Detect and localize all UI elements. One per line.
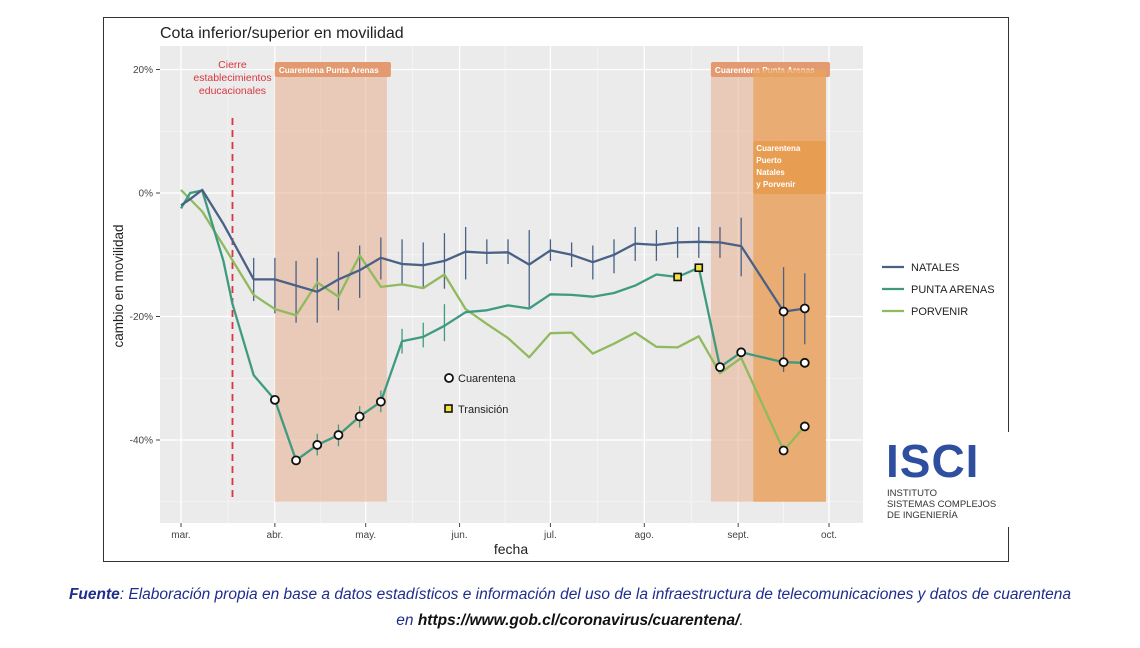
quarantine-marker-icon: [444, 373, 454, 383]
quarantine-label-line: y Porvenir: [756, 180, 795, 189]
source-label: Fuente: [68, 586, 120, 603]
quarantine-label-line: Cuarentena: [756, 144, 801, 153]
legend-label: NATALES: [911, 262, 960, 274]
y-tick-label: 20%: [133, 65, 153, 76]
legend-label: PUNTA ARENAS: [911, 284, 995, 296]
axes: 20% 0% -20% -40% mar. abr. may. jun. jul. ago. sep…: [130, 65, 837, 541]
transition-marker-icon: [444, 404, 453, 413]
quarantine-label-box: [274, 62, 391, 77]
point-markers: [269, 263, 810, 466]
x-tick-label: jul.: [543, 530, 557, 541]
x-axis-title: fecha: [494, 541, 528, 557]
transition-point: [694, 263, 704, 273]
legend-label: PORVENIR: [911, 306, 968, 318]
marker-legend: Cuarentena Transición: [444, 373, 516, 416]
logo-line-3: DE INGENIERÍA: [887, 510, 958, 521]
source-text: : Elaboración propia en base a datos est…: [119, 586, 1072, 629]
quarantine-point: [778, 357, 789, 368]
quarantine-period-band: [274, 69, 387, 502]
x-tick-label: jun.: [451, 530, 468, 541]
series-line-natales: [180, 188, 805, 313]
x-tick-label: abr.: [267, 530, 284, 541]
source-url[interactable]: https://www.gob.cl/coronavirus/cuarenten…: [417, 612, 740, 629]
x-tick-label: sept.: [727, 530, 749, 541]
quarantine-point: [799, 303, 810, 314]
series-legend: NATALES PUNTA ARENAS PORVENIR: [882, 262, 995, 318]
quarantine-point: [778, 306, 789, 317]
quarantine-point: [291, 455, 301, 466]
y-tick-label: 0%: [139, 189, 154, 200]
chart-title: Cota inferior/superior en movilidad: [160, 25, 404, 42]
y-axis-title: cambio en movilidad: [111, 224, 126, 347]
quarantine-label: Cuarentena Punta Arenas: [279, 66, 379, 75]
quarantine-point: [778, 445, 789, 456]
quarantine-point: [312, 440, 323, 450]
x-tick-label: oct.: [821, 530, 837, 541]
quarantine-point: [736, 347, 747, 358]
quarantine-point: [799, 357, 810, 368]
quarantine-point: [269, 394, 280, 405]
source-note: Fuente: Elaboración propia en base a dat…: [60, 582, 1080, 634]
x-tick-label: mar.: [171, 530, 190, 541]
transition-point: [673, 272, 682, 282]
x-tick-label: ago.: [635, 530, 654, 541]
quarantine-point: [354, 411, 365, 422]
marker-legend-transition: Transición: [458, 404, 508, 416]
x-tick-label: may.: [355, 530, 376, 541]
school-closure-label: Cierre: [218, 59, 247, 71]
quarantine-label-line: Natales: [756, 168, 785, 177]
isci-logo: ISCI INSTITUTO SISTEMAS COMPLEJOS DE ING…: [880, 432, 1010, 527]
quarantine-period-band: [753, 69, 826, 502]
quarantine-point: [375, 396, 386, 407]
logo-line-2: SISTEMAS COMPLEJOS: [887, 499, 997, 510]
y-tick-label: -20%: [130, 312, 153, 323]
source-end: .: [739, 612, 744, 629]
school-closure-label: educacionales: [199, 85, 266, 97]
y-tick-label: -40%: [130, 436, 153, 447]
quarantine-point: [799, 421, 810, 432]
logo-line-1: INSTITUTO: [887, 488, 937, 499]
quarantine-point: [715, 362, 725, 373]
quarantine-point: [333, 430, 344, 440]
quarantine-label-line: Puerto: [756, 156, 781, 165]
logo-mark: ISCI: [886, 435, 980, 487]
marker-legend-quarantine: Cuarentena: [458, 373, 516, 385]
quarantine-label-box: [753, 141, 826, 194]
series-line-porvenir: [180, 189, 806, 452]
school-closure-label: establecimientos: [193, 72, 271, 84]
